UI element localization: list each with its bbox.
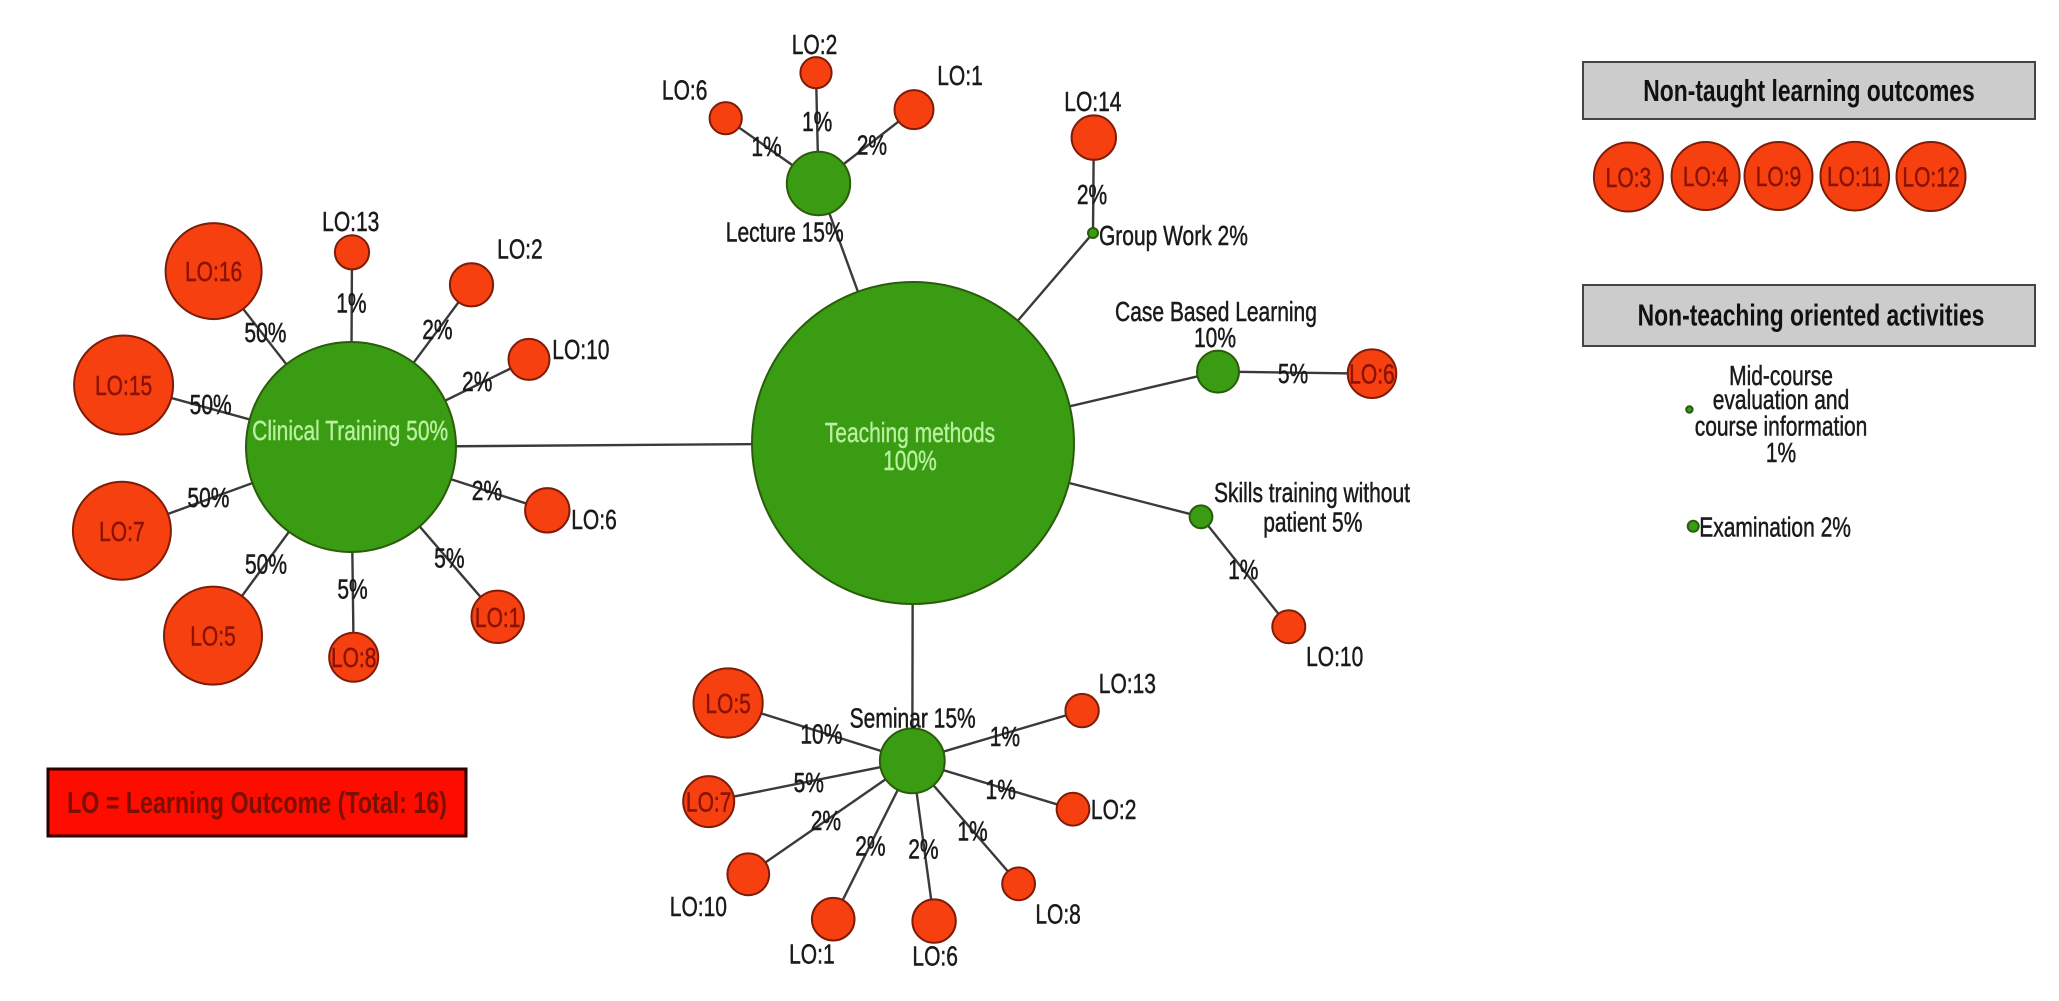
svg-text:LO:6: LO:6	[571, 505, 617, 536]
svg-text:2%: 2%	[908, 835, 938, 866]
svg-text:LO:10: LO:10	[670, 892, 727, 923]
svg-text:LO:7: LO:7	[99, 517, 145, 548]
svg-text:2%: 2%	[1077, 180, 1107, 211]
svg-text:LO:9: LO:9	[1756, 162, 1802, 193]
svg-text:LO:2: LO:2	[497, 235, 543, 266]
svg-text:LO:5: LO:5	[705, 689, 751, 720]
svg-text:1%: 1%	[751, 132, 781, 163]
svg-text:Teaching methods: Teaching methods	[825, 418, 995, 449]
svg-text:50%: 50%	[187, 483, 229, 514]
svg-text:1%: 1%	[1766, 438, 1796, 469]
svg-text:Non-teaching oriented activiti: Non-teaching oriented activities	[1638, 298, 1985, 332]
svg-text:LO:1: LO:1	[937, 61, 983, 92]
svg-text:LO:1: LO:1	[475, 603, 521, 634]
svg-text:1%: 1%	[1228, 555, 1258, 586]
svg-text:LO:15: LO:15	[95, 371, 152, 402]
svg-text:LO:13: LO:13	[1099, 669, 1156, 700]
svg-text:LO:8: LO:8	[331, 643, 377, 674]
svg-text:5%: 5%	[1278, 359, 1308, 390]
svg-text:2%: 2%	[855, 832, 885, 863]
svg-text:LO:7: LO:7	[686, 788, 732, 819]
svg-text:5%: 5%	[434, 544, 464, 575]
svg-text:5%: 5%	[794, 768, 824, 799]
svg-text:LO:13: LO:13	[322, 207, 379, 238]
svg-text:50%: 50%	[245, 550, 287, 581]
svg-text:1%: 1%	[986, 775, 1016, 806]
svg-text:LO:5: LO:5	[190, 622, 236, 653]
svg-text:Clinical Training 50%: Clinical Training 50%	[252, 416, 448, 447]
svg-text:LO:2: LO:2	[1091, 795, 1137, 826]
svg-text:Mid-course: Mid-course	[1729, 361, 1833, 392]
svg-text:10%: 10%	[1194, 323, 1236, 354]
svg-text:LO:8: LO:8	[1035, 900, 1081, 931]
svg-text:50%: 50%	[244, 318, 286, 349]
svg-text:Skills training without: Skills training without	[1214, 478, 1410, 509]
svg-text:LO:14: LO:14	[1064, 87, 1121, 118]
svg-text:1%: 1%	[957, 817, 987, 848]
svg-text:Group Work 2%: Group Work 2%	[1099, 221, 1248, 252]
svg-text:10%: 10%	[800, 720, 842, 751]
svg-text:50%: 50%	[190, 390, 232, 421]
svg-text:LO = Learning Outcome (Total:: LO = Learning Outcome (Total: 16)	[67, 785, 447, 820]
svg-text:2%: 2%	[811, 806, 841, 837]
svg-text:Case Based Learning: Case Based Learning	[1115, 297, 1317, 328]
svg-text:Examination 2%: Examination 2%	[1699, 513, 1851, 544]
svg-text:LO:16: LO:16	[185, 257, 242, 288]
svg-text:1%: 1%	[336, 289, 366, 320]
svg-text:LO:3: LO:3	[1606, 163, 1652, 194]
svg-text:2%: 2%	[472, 476, 502, 507]
svg-text:100%: 100%	[883, 446, 937, 477]
svg-text:LO:11: LO:11	[1827, 162, 1883, 193]
svg-text:LO:10: LO:10	[552, 335, 609, 366]
svg-text:2%: 2%	[422, 315, 452, 346]
svg-text:LO:2: LO:2	[792, 30, 838, 61]
svg-text:LO:4: LO:4	[1683, 162, 1729, 193]
svg-text:2%: 2%	[857, 131, 887, 162]
svg-text:Non-taught learning outcomes: Non-taught learning outcomes	[1643, 74, 1974, 108]
svg-text:LO:6: LO:6	[662, 76, 708, 107]
svg-text:evaluation and: evaluation and	[1713, 385, 1850, 416]
svg-text:Seminar 15%: Seminar 15%	[850, 704, 976, 735]
svg-text:LO:6: LO:6	[1349, 360, 1395, 391]
svg-text:patient 5%: patient 5%	[1263, 508, 1362, 539]
svg-text:LO:6: LO:6	[912, 942, 958, 973]
svg-text:5%: 5%	[337, 575, 367, 606]
svg-text:1%: 1%	[990, 722, 1020, 753]
svg-text:1%: 1%	[802, 107, 832, 138]
svg-text:course information: course information	[1695, 412, 1868, 443]
svg-text:2%: 2%	[462, 367, 492, 398]
svg-text:Lecture 15%: Lecture 15%	[726, 218, 844, 249]
svg-text:LO:12: LO:12	[1902, 163, 1959, 194]
svg-text:LO:1: LO:1	[789, 940, 835, 971]
svg-text:LO:10: LO:10	[1306, 642, 1363, 673]
